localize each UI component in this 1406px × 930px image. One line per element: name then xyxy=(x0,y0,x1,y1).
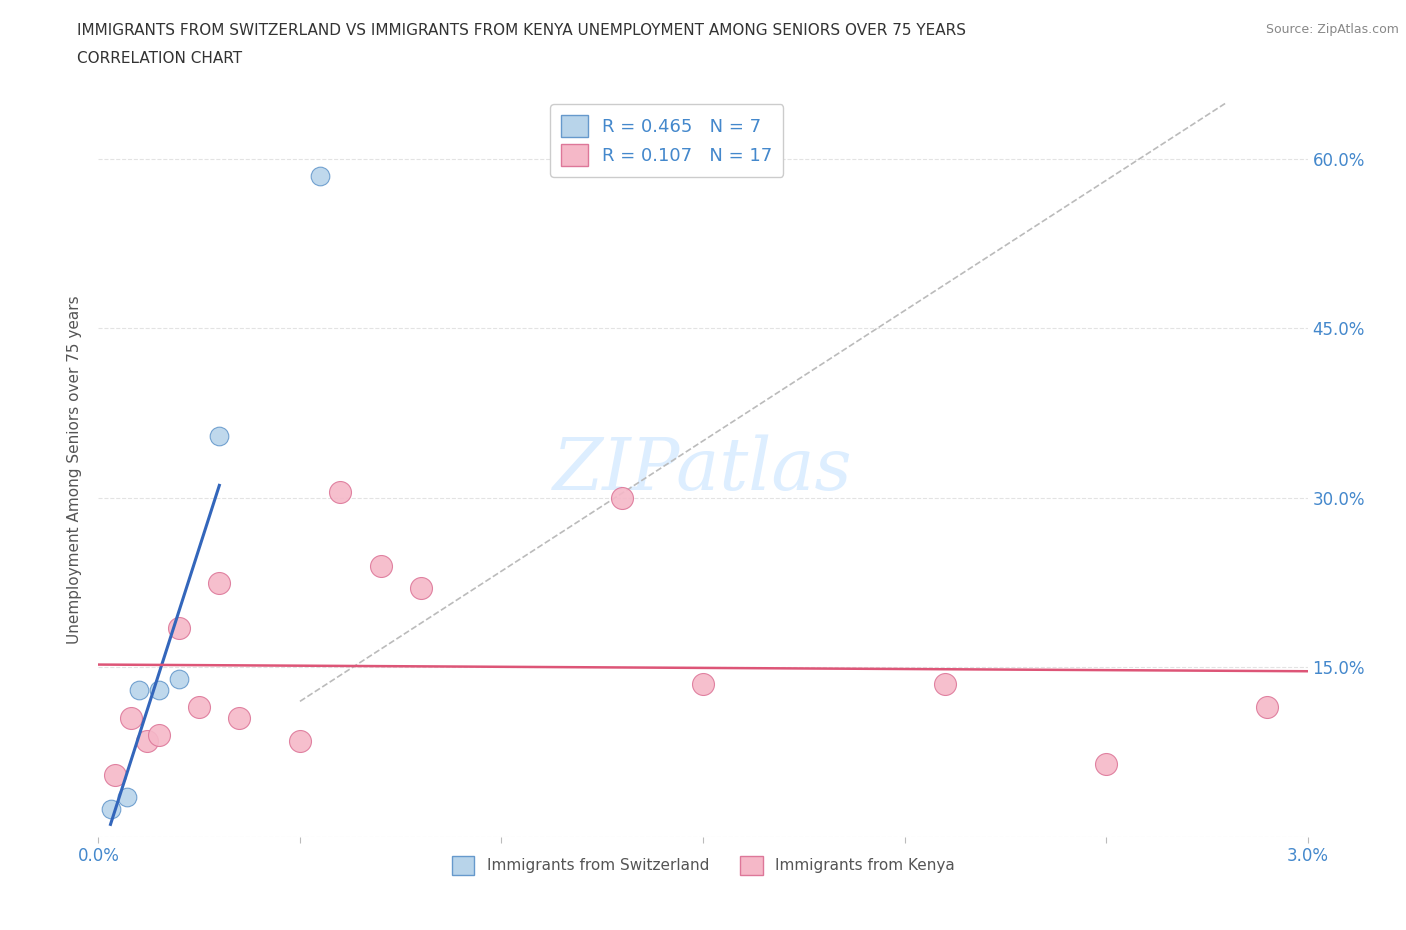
Point xyxy=(167,620,190,635)
Point xyxy=(692,677,714,692)
Point xyxy=(612,490,634,505)
Point xyxy=(228,711,250,725)
Text: Source: ZipAtlas.com: Source: ZipAtlas.com xyxy=(1265,23,1399,36)
Point xyxy=(100,802,122,817)
Point xyxy=(208,429,231,444)
Point xyxy=(409,581,432,596)
Point xyxy=(120,711,142,725)
Point xyxy=(148,728,170,743)
Point xyxy=(370,558,392,573)
Point xyxy=(148,683,170,698)
Point xyxy=(934,677,956,692)
Text: ZIPatlas: ZIPatlas xyxy=(553,434,853,505)
Point xyxy=(309,168,332,183)
Point xyxy=(288,734,311,749)
Point xyxy=(1095,756,1118,771)
Point xyxy=(128,683,150,698)
Point xyxy=(208,576,231,591)
Point xyxy=(103,767,125,782)
Point xyxy=(167,671,190,686)
Text: CORRELATION CHART: CORRELATION CHART xyxy=(77,51,242,66)
Point xyxy=(1256,699,1278,714)
Text: IMMIGRANTS FROM SWITZERLAND VS IMMIGRANTS FROM KENYA UNEMPLOYMENT AMONG SENIORS : IMMIGRANTS FROM SWITZERLAND VS IMMIGRANT… xyxy=(77,23,966,38)
Point xyxy=(135,734,157,749)
Point xyxy=(115,790,138,804)
Point xyxy=(188,699,211,714)
Point xyxy=(329,485,352,499)
Y-axis label: Unemployment Among Seniors over 75 years: Unemployment Among Seniors over 75 years xyxy=(67,296,83,644)
Legend: Immigrants from Switzerland, Immigrants from Kenya: Immigrants from Switzerland, Immigrants … xyxy=(446,850,960,881)
